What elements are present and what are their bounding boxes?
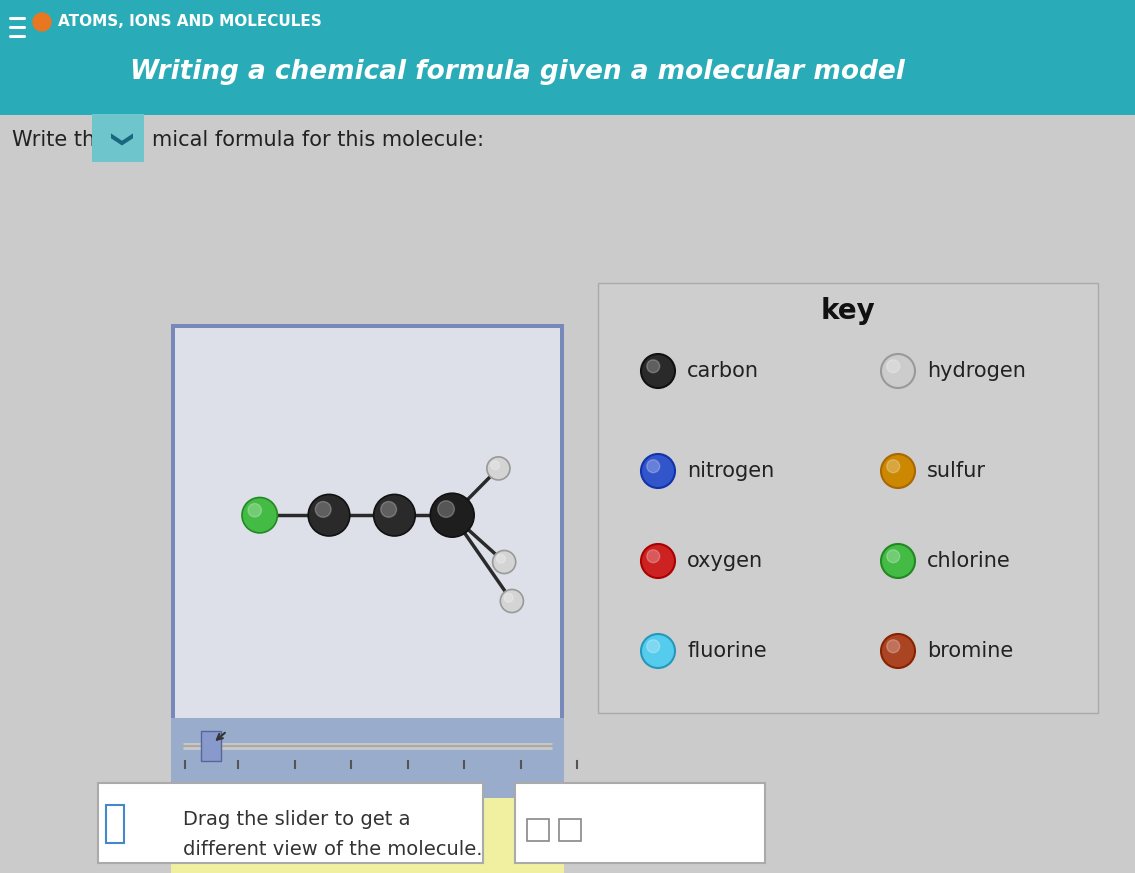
Circle shape: [881, 634, 915, 668]
Circle shape: [33, 13, 51, 31]
Text: ❯: ❯: [107, 132, 129, 150]
Circle shape: [316, 501, 331, 518]
Circle shape: [249, 504, 261, 517]
Circle shape: [881, 454, 915, 488]
Circle shape: [493, 551, 515, 574]
Text: Drag the slider to get a: Drag the slider to get a: [183, 810, 411, 829]
FancyBboxPatch shape: [598, 283, 1098, 713]
FancyBboxPatch shape: [560, 819, 581, 841]
FancyBboxPatch shape: [0, 0, 1135, 115]
Circle shape: [430, 493, 474, 537]
Circle shape: [373, 494, 415, 536]
Text: mical formula for this molecule:: mical formula for this molecule:: [152, 130, 484, 150]
Circle shape: [490, 461, 499, 470]
Text: hydrogen: hydrogen: [927, 361, 1026, 381]
Circle shape: [647, 360, 659, 373]
Circle shape: [504, 594, 513, 602]
FancyBboxPatch shape: [201, 731, 221, 761]
Circle shape: [886, 460, 900, 472]
Circle shape: [487, 457, 510, 480]
Text: Write th: Write th: [12, 130, 95, 150]
Text: carbon: carbon: [687, 361, 759, 381]
Circle shape: [647, 460, 659, 472]
Circle shape: [881, 544, 915, 578]
Text: ATOMS, IONS AND MOLECULES: ATOMS, IONS AND MOLECULES: [58, 15, 321, 30]
Text: nitrogen: nitrogen: [687, 461, 774, 481]
Circle shape: [886, 550, 900, 563]
Text: oxygen: oxygen: [687, 551, 763, 571]
Text: different view of the molecule.: different view of the molecule.: [183, 840, 482, 859]
Text: key: key: [821, 297, 875, 325]
FancyBboxPatch shape: [171, 718, 564, 798]
Circle shape: [641, 544, 675, 578]
Circle shape: [380, 501, 396, 518]
FancyBboxPatch shape: [175, 328, 560, 718]
FancyBboxPatch shape: [106, 805, 124, 843]
Text: Writing a chemical formula given a molecular model: Writing a chemical formula given a molec…: [131, 59, 905, 85]
Circle shape: [496, 554, 505, 563]
Circle shape: [881, 354, 915, 388]
Circle shape: [886, 640, 900, 653]
Text: sulfur: sulfur: [927, 461, 986, 481]
Circle shape: [641, 634, 675, 668]
FancyBboxPatch shape: [92, 114, 144, 162]
Text: fluorine: fluorine: [687, 641, 766, 661]
FancyBboxPatch shape: [98, 783, 484, 863]
Circle shape: [886, 360, 900, 373]
Text: bromine: bromine: [927, 641, 1014, 661]
FancyBboxPatch shape: [515, 783, 765, 863]
Circle shape: [309, 494, 350, 536]
Circle shape: [641, 454, 675, 488]
Circle shape: [438, 501, 454, 518]
Circle shape: [647, 550, 659, 563]
FancyBboxPatch shape: [171, 324, 564, 722]
Text: chlorine: chlorine: [927, 551, 1011, 571]
Circle shape: [647, 640, 659, 653]
Circle shape: [641, 354, 675, 388]
Circle shape: [242, 498, 277, 533]
FancyBboxPatch shape: [171, 798, 564, 873]
FancyBboxPatch shape: [527, 819, 549, 841]
Circle shape: [501, 589, 523, 613]
